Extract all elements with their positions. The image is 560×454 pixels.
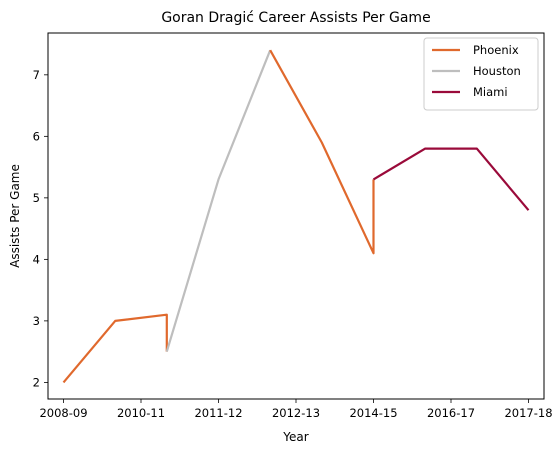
- x-tick-label: 2012-13: [272, 406, 320, 420]
- legend-label-houston: Houston: [473, 64, 521, 78]
- series-line-phoenix-1: [62, 313, 168, 384]
- y-tick-label: 4: [33, 252, 40, 266]
- x-tick-label: 2010-11: [117, 406, 165, 420]
- legend-label-miami: Miami: [473, 85, 508, 99]
- series-line-houston-2: [165, 49, 272, 352]
- legend: Phoenix Houston Miami: [423, 37, 539, 111]
- x-axis-label: Year: [282, 430, 308, 444]
- y-tick-label: 3: [33, 314, 40, 328]
- y-axis-label: Assists Per Game: [8, 164, 22, 268]
- chart-title: Goran Dragić Career Assists Per Game: [161, 10, 430, 26]
- x-tick-label: 2014-15: [349, 406, 397, 420]
- y-tick-label: 6: [33, 129, 40, 143]
- series-line-miami-4: [372, 147, 530, 211]
- legend-label-phoenix: Phoenix: [473, 43, 519, 57]
- x-tick-label: 2017-18: [504, 406, 552, 420]
- x-axis: 2008-09 2010-11 2011-12 2012-13 2014-15 2016-…: [39, 399, 553, 420]
- x-tick-label: 2011-12: [194, 406, 242, 420]
- y-tick-label: 5: [33, 191, 40, 205]
- y-tick-label: 2: [33, 375, 40, 389]
- x-tick-label: 2016-17: [427, 406, 475, 420]
- y-axis: 2 3 4 5 6 7: [33, 68, 48, 389]
- series-layer: [62, 49, 530, 384]
- y-tick-label: 7: [33, 68, 40, 82]
- series-line-phoenix-3: [269, 49, 375, 255]
- x-tick-label: 2008-09: [39, 406, 87, 420]
